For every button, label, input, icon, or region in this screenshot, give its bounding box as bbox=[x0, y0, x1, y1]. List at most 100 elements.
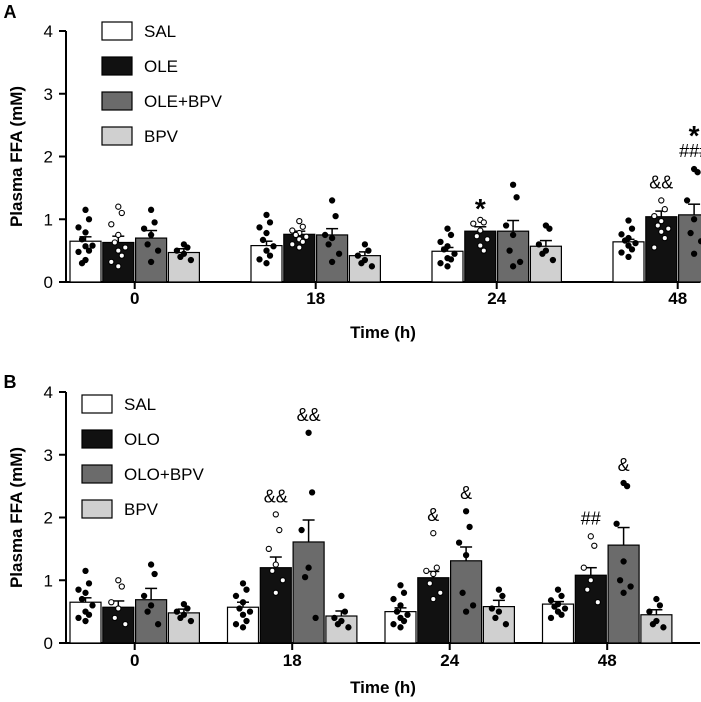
data-point bbox=[108, 258, 115, 266]
data-point bbox=[266, 219, 274, 226]
data-point bbox=[243, 586, 250, 593]
data-point bbox=[115, 203, 122, 210]
data-point bbox=[82, 243, 89, 250]
bar-olo-48 bbox=[574, 574, 607, 644]
data-point bbox=[654, 222, 661, 229]
data-point bbox=[289, 227, 296, 234]
bar-ole-24 bbox=[464, 230, 497, 283]
data-point bbox=[331, 614, 338, 622]
legend-swatch bbox=[101, 126, 133, 146]
bar-olo-bpv-18 bbox=[292, 541, 325, 644]
y-tick-label: 0 bbox=[44, 634, 53, 653]
data-point bbox=[177, 253, 184, 261]
data-point bbox=[140, 225, 148, 232]
data-point bbox=[444, 225, 451, 232]
data-point bbox=[75, 248, 82, 256]
data-point bbox=[147, 258, 155, 266]
data-point bbox=[154, 621, 162, 628]
legend-label: SAL bbox=[124, 395, 156, 414]
data-point bbox=[122, 244, 129, 251]
data-point bbox=[321, 231, 329, 239]
data-point bbox=[292, 231, 299, 239]
data-point bbox=[625, 242, 632, 249]
legend-swatch bbox=[101, 91, 133, 111]
data-point bbox=[625, 217, 632, 224]
data-point bbox=[444, 263, 451, 270]
data-point bbox=[513, 194, 520, 201]
legend-swatch bbox=[81, 499, 113, 519]
data-point bbox=[111, 239, 118, 246]
data-point bbox=[584, 586, 591, 593]
data-point bbox=[115, 263, 122, 270]
data-point bbox=[256, 224, 263, 231]
data-point bbox=[620, 589, 627, 596]
y-tick-label: 2 bbox=[44, 509, 53, 528]
data-point bbox=[115, 247, 122, 254]
data-point bbox=[437, 238, 444, 245]
data-point bbox=[495, 608, 503, 615]
data-point bbox=[549, 256, 557, 264]
data-point bbox=[270, 243, 277, 250]
data-point bbox=[184, 605, 191, 612]
data-point bbox=[462, 508, 470, 515]
data-point bbox=[546, 225, 553, 232]
legend: SAL OLE OLE+BPV BPV bbox=[101, 21, 223, 146]
legend-swatch bbox=[81, 464, 113, 484]
legend-label: OLO+BPV bbox=[124, 465, 205, 484]
data-point bbox=[618, 249, 625, 256]
x-tick-label: 48 bbox=[668, 289, 687, 308]
legend-label: OLO bbox=[124, 430, 160, 449]
data-point bbox=[75, 586, 82, 593]
data-point bbox=[269, 567, 276, 574]
data-point bbox=[263, 260, 270, 267]
y-tick-label: 3 bbox=[44, 85, 53, 104]
data-point bbox=[661, 234, 668, 242]
data-point bbox=[246, 608, 254, 615]
data-point bbox=[480, 247, 487, 254]
data-point bbox=[459, 589, 466, 596]
data-point bbox=[683, 197, 691, 204]
data-point bbox=[627, 583, 634, 590]
data-point bbox=[312, 614, 319, 622]
data-point bbox=[470, 220, 477, 227]
data-point bbox=[620, 558, 627, 565]
data-point bbox=[697, 238, 701, 245]
data-point bbox=[506, 247, 513, 254]
data-point bbox=[345, 624, 352, 631]
data-point bbox=[492, 614, 499, 622]
data-point bbox=[558, 611, 565, 618]
y-tick-label: 1 bbox=[44, 571, 53, 590]
data-point bbox=[509, 263, 517, 270]
data-point bbox=[243, 617, 250, 625]
data-point bbox=[328, 258, 336, 266]
data-point bbox=[690, 250, 698, 257]
legend-swatch bbox=[81, 394, 113, 414]
data-point bbox=[78, 236, 86, 243]
data-point bbox=[147, 231, 155, 239]
data-point bbox=[279, 577, 286, 584]
data-point bbox=[263, 247, 270, 254]
data-point bbox=[276, 526, 283, 534]
data-point bbox=[335, 250, 343, 257]
x-tick-label: 48 bbox=[598, 651, 617, 670]
data-point bbox=[447, 231, 455, 239]
data-point bbox=[660, 624, 667, 631]
data-point bbox=[437, 260, 444, 267]
data-point bbox=[554, 586, 562, 593]
data-point bbox=[256, 256, 263, 263]
data-point bbox=[509, 231, 517, 239]
data-point bbox=[658, 197, 665, 204]
data-point bbox=[656, 602, 664, 609]
data-point bbox=[509, 181, 517, 188]
data-point bbox=[423, 567, 430, 574]
legend-swatch bbox=[101, 21, 133, 41]
data-point bbox=[393, 608, 401, 615]
data-point bbox=[289, 241, 296, 248]
data-point bbox=[78, 595, 86, 603]
data-point bbox=[535, 241, 543, 248]
data-point bbox=[85, 216, 93, 223]
data-point bbox=[115, 605, 122, 612]
significance-annotation: && bbox=[297, 405, 321, 425]
data-point bbox=[469, 602, 477, 609]
bar-olo-18 bbox=[259, 567, 292, 644]
